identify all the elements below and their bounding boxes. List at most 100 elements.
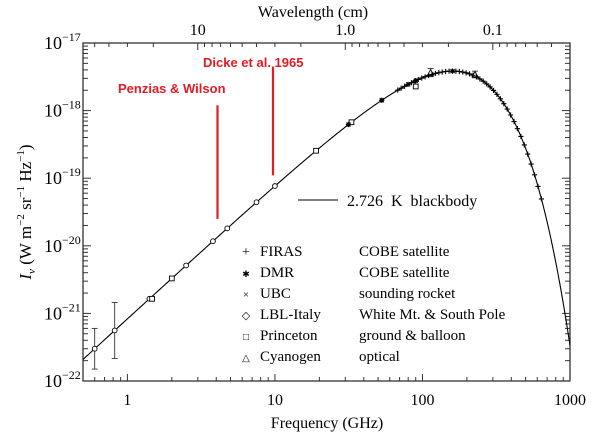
plus-point [419,75,425,81]
plus-point [436,70,442,76]
plus-point [425,72,432,79]
plus-point [501,101,507,107]
legend-description: COBE satellite [359,244,450,260]
plus-marker [497,96,503,102]
plus-marker [484,81,490,87]
plus-point [422,74,428,80]
plot-border [82,42,571,382]
plus-point [405,81,411,88]
square-point [412,83,419,90]
plus-point [460,69,466,75]
plus-marker [425,72,432,79]
plus-point [412,78,418,84]
square-point [149,295,155,302]
plus-marker [473,74,480,80]
plus-marker [419,75,425,81]
square-marker [412,83,419,90]
plus-marker [436,70,442,76]
y-tick-label: 10−22 [44,368,81,391]
legend-instrument: LBL-Italy [260,307,321,323]
x-tick-label: 100 [410,392,434,409]
plus-point [518,133,524,140]
plus-marker [412,78,418,84]
plus-point [525,151,531,157]
diamond-point [210,238,216,245]
y-tick-label: 10−19 [44,165,81,188]
diamond-marker [253,199,260,206]
plus-point [484,81,490,87]
plus-marker [518,133,524,140]
plus-marker [494,91,500,97]
asterisk-point [345,121,352,128]
diamond-marker [272,183,278,189]
plus-marker [466,71,473,77]
plus-point [395,87,401,93]
cross-marker-icon: × [243,289,249,301]
plus-point [504,106,510,112]
y-axis-title-subscript: ν [26,269,38,274]
plot-frame [82,42,571,382]
axis-ticks: 1 10 100 1000 10−17 10−18 10−19 10−20 10−21 10−22… [44,22,586,409]
legend-instrument: FIRAS [260,244,303,260]
plus-point [494,91,500,97]
plus-point [535,183,541,190]
x-axis-title: Frequency (GHz) [271,415,383,432]
y-tick-label: 10−20 [44,233,81,256]
asterisk-marker [379,97,385,103]
plus-marker [463,70,469,76]
y-tick-label: 10−21 [44,300,81,323]
diamond-point [183,262,189,269]
asterisk-point [379,97,385,103]
legend-entry-firas: + FIRAS COBE satellite [242,244,450,260]
plus-point [521,142,527,148]
plus-marker [511,118,517,125]
asterisk-marker [345,121,352,128]
plus-marker [535,183,541,190]
plus-point [487,84,493,90]
legend-description: optical [359,349,400,365]
diamond-point [224,225,231,232]
diamond-marker [91,345,98,352]
legend-instrument: Princeton [260,328,318,344]
diamond-marker-icon: ◇ [242,310,251,322]
plus-point [528,161,534,167]
top-tick-label: 0.1 [483,22,503,39]
plus-point [432,70,438,77]
plus-marker [480,78,486,84]
plus-point [497,96,503,102]
plus-marker [405,81,411,88]
plus-point [463,70,469,76]
legend-description: COBE satellite [359,265,450,281]
plus-marker [538,196,545,202]
plus-marker [501,101,507,107]
plus-point [473,74,480,80]
diamond-point [253,199,260,206]
legend-description: sounding rocket [359,286,456,302]
plus-point [470,72,476,78]
plus-point [398,85,404,91]
diamond-point [91,345,98,352]
plus-marker [395,87,401,93]
plus-marker [521,142,527,148]
legend-entry-lbl-italy: ◇ LBL-Italy White Mt. & South Pole [242,307,506,323]
triangle-marker-icon: △ [242,353,250,364]
plus-point [466,71,473,77]
y-axis-title-symbol: I [16,273,35,281]
legend-instrument: Cyanogen [260,349,321,365]
square-marker [149,295,155,302]
legend-entry-ubc: × UBC sounding rocket [243,286,456,302]
y-tick-label: 10−17 [44,30,81,53]
blackbody-curve [82,70,571,360]
diamond-marker [224,225,231,232]
legend-description: White Mt. & South Pole [359,307,506,323]
x-tick-label: 1000 [554,392,586,409]
plus-marker [429,71,435,78]
plus-marker [422,74,428,80]
square-point [313,147,319,154]
plus-marker [514,126,521,132]
plus-point [429,71,435,78]
blackbody-curve-layer [82,70,571,360]
plus-marker [398,85,404,91]
x-tick-label: 10 [267,392,283,409]
